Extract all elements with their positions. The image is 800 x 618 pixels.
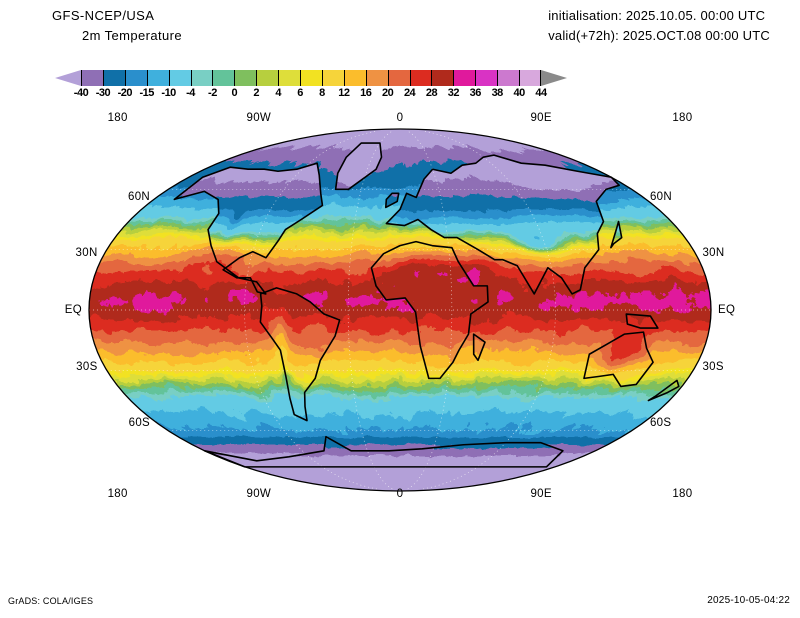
- colorbar-segment: [497, 70, 520, 86]
- colorbar-tick: 44: [535, 87, 547, 99]
- colorbar-tick: 28: [425, 87, 438, 99]
- lon-tick-180: 180: [107, 112, 128, 124]
- model-name: GFS-NCEP/USA: [52, 8, 155, 23]
- colorbar-segment: [278, 70, 301, 86]
- colorbar-tick: -2: [208, 87, 217, 99]
- colorbar-tick: -4: [186, 87, 195, 99]
- colorbar-tick: 0: [231, 87, 238, 99]
- lon-tick-90w: 90W: [246, 112, 272, 124]
- lon-tick-0: 0: [396, 112, 404, 124]
- lon-tick-90e: 90E: [530, 488, 552, 500]
- render-timestamp: 2025-10-05-04:22: [707, 595, 790, 606]
- colorbar-segment: [81, 70, 103, 86]
- lat-tick-left-60n: 60N: [128, 190, 151, 203]
- colorbar-tick: 6: [297, 87, 303, 99]
- temperature-map: 180 180 90W 90W 0 0 90E 90E 180 180 60N 60N 30N 30N EQ…: [0, 110, 800, 510]
- run-info-block: initialisation: 2025.10.05. 00:00 UTC va…: [548, 6, 770, 46]
- colorbar-segment: [190, 70, 213, 86]
- colorbar-tick: 16: [360, 87, 372, 99]
- colorbar-tick: 32: [447, 87, 460, 99]
- colorbar-tick: 2: [253, 87, 260, 99]
- lon-tick-180: 180: [107, 488, 128, 500]
- colorbar-segment: [453, 70, 476, 86]
- colorbar-segment: [212, 70, 235, 86]
- lat-tick-right-30n: 30N: [702, 247, 725, 260]
- colorbar-segment: [168, 70, 191, 86]
- colorbar-segment: [343, 70, 366, 86]
- colorbar-tick: 24: [403, 87, 416, 99]
- lat-tick-left-30s: 30S: [76, 360, 98, 373]
- colorbar-segment: [431, 70, 454, 86]
- lat-tick-right-eq: EQ: [718, 304, 736, 316]
- colorbar-tick: -30: [95, 87, 111, 99]
- colorbar-segment: [234, 70, 257, 86]
- temperature-field-canvas: [88, 128, 712, 492]
- colorbar-tick: 40: [513, 87, 525, 99]
- colorbar-under-arrow: [55, 70, 81, 86]
- colorbar-segment: [365, 70, 388, 86]
- lon-tick-0: 0: [396, 488, 404, 500]
- colorbar-tick: -40: [73, 87, 89, 99]
- colorbar-tick: 12: [338, 87, 350, 99]
- lon-tick-90e: 90E: [530, 112, 552, 124]
- initialisation-time: initialisation: 2025.10.05. 00:00 UTC: [548, 8, 766, 23]
- colorbar-segment: [300, 70, 322, 86]
- colorbar-tick: -15: [139, 87, 155, 99]
- colorbar-segment: [475, 70, 498, 86]
- colorbar-segment: [102, 70, 125, 86]
- colorbar-segment: [387, 70, 410, 86]
- colorbar-tick: -20: [117, 87, 133, 99]
- variable-name: 2m Temperature: [82, 28, 183, 43]
- colorbar-tick: 4: [275, 87, 281, 99]
- colorbar-over-arrow: [541, 70, 567, 86]
- lat-tick-right-30s: 30S: [702, 360, 724, 373]
- colorbar-segment: [409, 70, 432, 86]
- lat-tick-left-60s: 60S: [128, 417, 151, 430]
- lat-tick-right-60s: 60S: [649, 417, 672, 430]
- lon-tick-90w: 90W: [246, 488, 272, 500]
- grads-credit: GrADS: COLA/IGES: [8, 596, 94, 606]
- colorbar-tick: 38: [491, 87, 504, 99]
- colorbar-segment: [256, 70, 279, 86]
- colorbar-tick: 20: [382, 87, 394, 99]
- colorbar-segment: [321, 70, 344, 86]
- colorbar-tick: 8: [319, 87, 325, 99]
- colorbar-tick: -10: [161, 87, 176, 99]
- lat-tick-left-eq: EQ: [64, 304, 82, 316]
- valid-time: valid(+72h): 2025.OCT.08 00:00 UTC: [548, 28, 770, 43]
- colorbar-segment: [124, 70, 147, 86]
- colorbar-swatches: [55, 70, 567, 86]
- colorbar-segment: [146, 70, 169, 86]
- colorbar: -40 -30 -20 -15 -10 -4 -2 0 2 4 6 8 12 16 20 24 28 32 36 38…: [55, 70, 567, 104]
- lon-tick-180: 180: [672, 112, 693, 124]
- lat-tick-right-60n: 60N: [649, 190, 672, 203]
- colorbar-segment: [519, 70, 541, 86]
- model-title-block: GFS-NCEP/USA 2m Temperature: [52, 6, 182, 46]
- colorbar-tick-labels: -40 -30 -20 -15 -10 -4 -2 0 2 4 6 8 12 16 20 24 28 32 36 38…: [55, 87, 567, 103]
- colorbar-tick: 36: [469, 87, 482, 99]
- lon-tick-180: 180: [672, 488, 693, 500]
- lat-tick-left-30n: 30N: [75, 247, 98, 260]
